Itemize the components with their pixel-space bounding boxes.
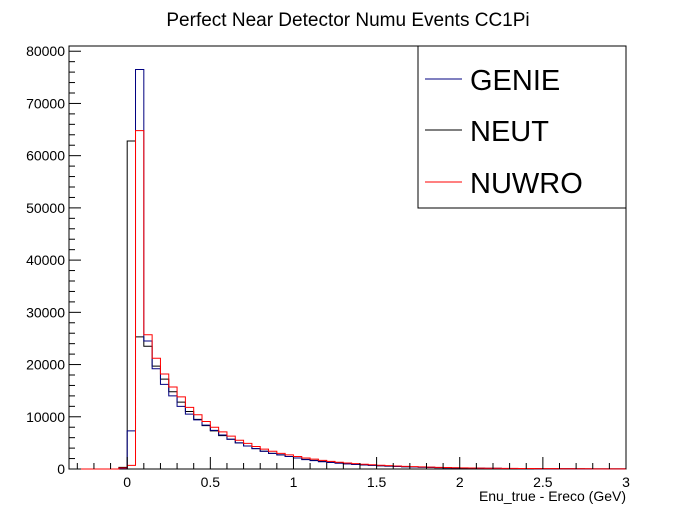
y-tick-label: 80000 (26, 43, 65, 59)
y-tick-label: 20000 (26, 357, 65, 373)
y-tick-label: 40000 (26, 252, 65, 268)
y-tick-label: 60000 (26, 148, 65, 164)
y-tick-label: 10000 (26, 409, 65, 425)
x-axis-label: Enu_true - Ereco (GeV) (479, 488, 626, 504)
legend-label-neut: NEUT (470, 116, 549, 148)
x-tick-label: 2.5 (533, 474, 553, 490)
plot-frame (68, 45, 627, 470)
legend-label-genie: GENIE (470, 65, 560, 97)
axis-layer: 0 0.5 1 1.5 2 2.5 3 0 10000 20000 30000 40000 50000 6… (26, 43, 630, 490)
legend-label-nuwro: NUWRO (470, 168, 583, 200)
x-tick-label: 3 (622, 474, 630, 490)
x-tick-label: 1 (290, 474, 298, 490)
legend-box (417, 45, 627, 209)
x-tick-label: 0 (123, 474, 131, 490)
y-tick-label: 0 (57, 461, 65, 477)
x-tick-label: 0.5 (201, 474, 221, 490)
legend: GENIE NEUT NUWRO (417, 45, 627, 209)
y-tick-label: 30000 (26, 304, 65, 320)
x-tick-label: 2 (456, 474, 464, 490)
y-tick-label: 70000 (26, 95, 65, 111)
x-tick-label: 1.5 (367, 474, 387, 490)
y-tick-label: 50000 (26, 200, 65, 216)
chart-title: Perfect Near Detector Numu Events CC1Pi (166, 10, 529, 31)
